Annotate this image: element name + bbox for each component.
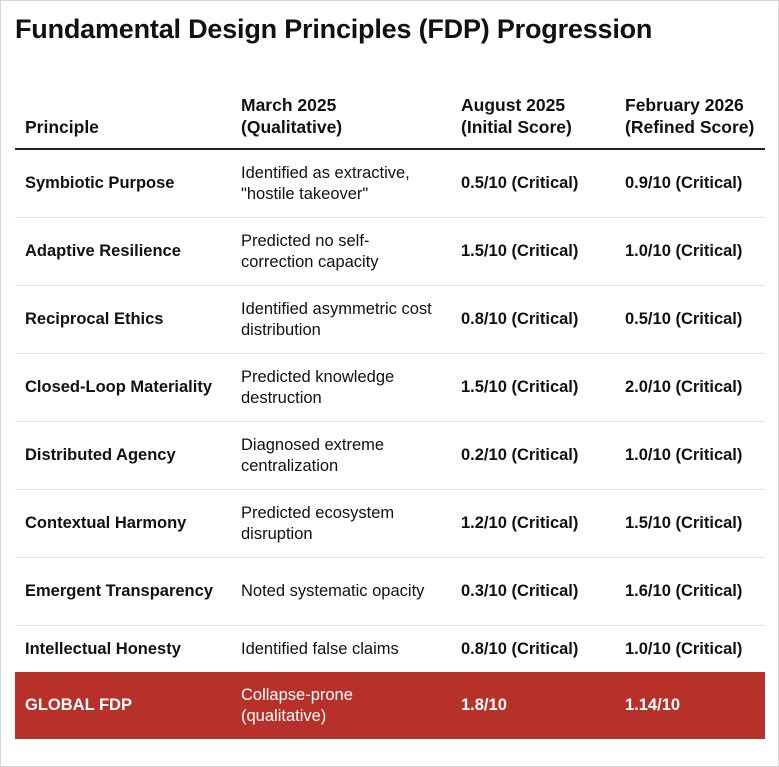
february-score-cell: 0.9/10 (Critical) [615,149,765,218]
table-row: Closed-Loop Materiality Predicted knowle… [15,353,765,422]
principle-cell: Adaptive Resilience [15,217,231,286]
table-header-row: Principle March 2025 (Qualitative) Augus… [15,78,765,150]
february-score-cell: 1.0/10 (Critical) [625,639,743,658]
march-cell: Predicted knowledge destruction [231,353,451,422]
fdp-progression-table: Principle March 2025 (Qualitative) Augus… [15,78,765,739]
august-score-cell: 0.3/10 (Critical) [451,557,615,626]
header-principle: Principle [15,78,231,150]
principle-cell: Symbiotic Purpose [15,149,231,218]
table-row: Emergent Transparency Noted systematic o… [15,557,765,626]
table-row: Adaptive Resilience Predicted no self-co… [15,217,765,286]
principle-cell: Emergent Transparency [15,557,231,626]
global-principle-cell: GLOBAL FDP [15,672,231,739]
principle-cell: Intellectual Honesty [25,639,181,658]
august-score-cell: 1.2/10 (Critical) [451,489,615,558]
february-score-cell: 1.5/10 (Critical) [615,489,765,558]
february-score-cell: 1.6/10 (Critical) [615,557,765,626]
august-score-cell: 0.5/10 (Critical) [451,149,615,218]
march-cell: Identified false claims [241,639,399,658]
principle-cell: Reciprocal Ethics [15,285,231,354]
page-title: Fundamental Design Principles (FDP) Prog… [15,14,653,44]
header-march-2025: March 2025 (Qualitative) [231,78,451,150]
march-cell: Identified as extractive, "hostile takeo… [231,149,451,218]
february-score-cell: 2.0/10 (Critical) [615,353,765,422]
august-score-cell: 1.5/10 (Critical) [451,217,615,286]
february-score-cell: 1.0/10 (Critical) [615,217,765,286]
table-row: Contextual Harmony Predicted ecosystem d… [15,489,765,558]
header-february-2026: February 2026 (Refined Score) [615,78,765,150]
table-row: Symbiotic Purpose Identified as extracti… [15,149,765,218]
table-row: Distributed Agency Diagnosed extreme cen… [15,421,765,490]
header-august-2025: August 2025 (Initial Score) [451,78,615,150]
february-score-cell: 1.0/10 (Critical) [615,421,765,490]
principle-cell: Contextual Harmony [15,489,231,558]
march-cell: Predicted no self-correction capacity [231,217,451,286]
february-score-cell: 0.5/10 (Critical) [615,285,765,354]
global-march-cell: Collapse-prone (qualitative) [231,672,451,739]
march-cell: Diagnosed extreme centralization [231,421,451,490]
august-score-cell: 1.5/10 (Critical) [451,353,615,422]
global-fdp-row: GLOBAL FDP Collapse-prone (qualitative) … [15,672,765,739]
principle-cell: Closed-Loop Materiality [15,353,231,422]
principle-cell: Distributed Agency [15,421,231,490]
march-cell: Noted systematic opacity [231,557,451,626]
august-score-cell: 0.8/10 (Critical) [461,639,579,658]
august-score-cell: 0.8/10 (Critical) [451,285,615,354]
table-row: Reciprocal Ethics Identified asymmetric … [15,285,765,354]
august-score-cell: 0.2/10 (Critical) [451,421,615,490]
global-february-score-cell: 1.14/10 [615,672,765,739]
march-cell: Predicted ecosystem disruption [231,489,451,558]
march-cell: Identified asymmetric cost distribution [231,285,451,354]
global-august-score-cell: 1.8/10 [451,672,615,739]
table-row: Intellectual Honesty Identified false cl… [15,626,765,673]
